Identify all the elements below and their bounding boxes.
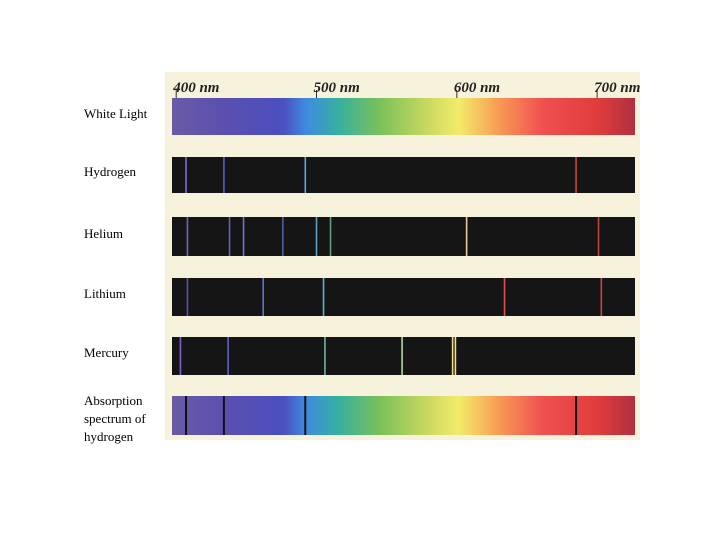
row-label: Mercury: [84, 345, 129, 360]
row-label: Helium: [84, 225, 123, 241]
spectrum-band: [172, 396, 635, 435]
spectrum-band: [172, 337, 635, 375]
row-label: Hydrogen: [84, 164, 136, 179]
row-label: White Light: [84, 105, 148, 121]
spectrum-band: [172, 278, 635, 316]
content: 400 nm 500 nm 600 nm 700 nm: [172, 80, 640, 435]
spectrum-band: [172, 98, 635, 135]
spectrum-band: [172, 217, 635, 256]
row-label: Absorption spectrum of hydrogen: [84, 393, 146, 444]
tick-label: 700 nm: [594, 80, 640, 96]
row-label: Lithium: [84, 286, 126, 301]
tick-label: 400 nm: [172, 80, 219, 96]
tick-label: 600 nm: [454, 80, 500, 96]
tick-label: 500 nm: [314, 80, 360, 96]
spectrum-band: [172, 157, 635, 193]
